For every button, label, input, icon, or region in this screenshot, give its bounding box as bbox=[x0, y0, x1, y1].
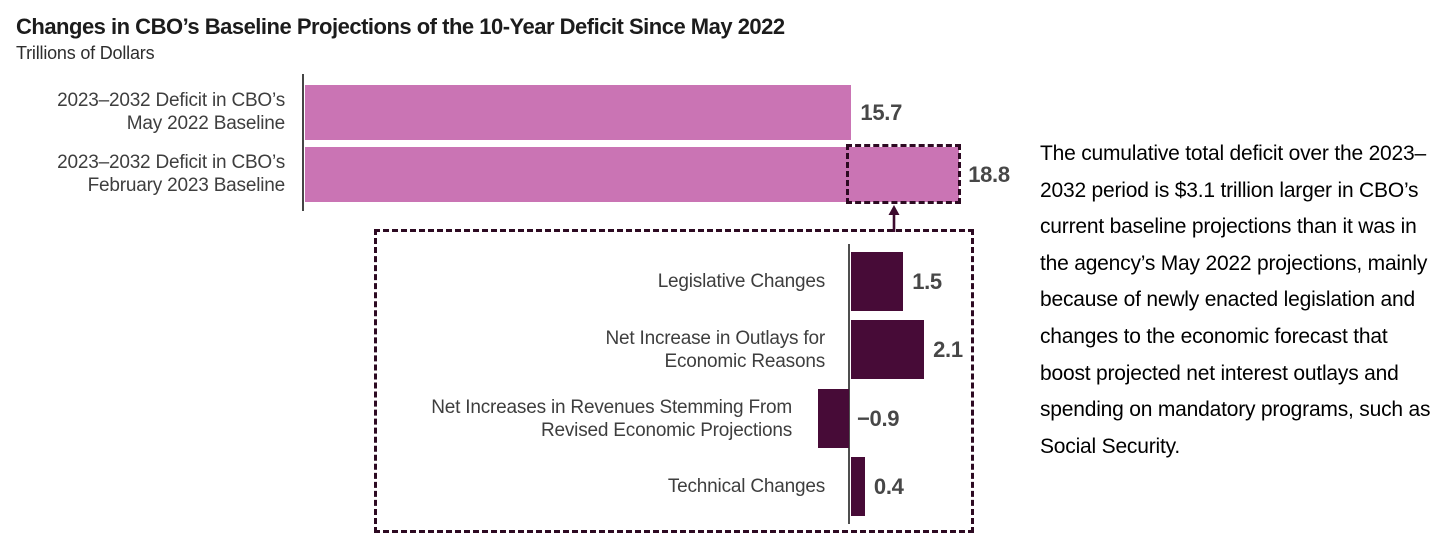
category-label-legislative-changes: Legislative Changes bbox=[395, 270, 826, 293]
value-label-may-2022: 15.7 bbox=[860, 99, 903, 125]
bar-feb-2023-baseline bbox=[305, 147, 960, 202]
arrow-up-icon bbox=[888, 205, 900, 232]
bar-outlays-economic bbox=[851, 320, 925, 379]
category-label-may-2022-baseline: 2023–2032 Deficit in CBO’s May 2022 Base… bbox=[0, 89, 285, 135]
category-label-feb-2023-baseline: 2023–2032 Deficit in CBO’s February 2023… bbox=[0, 151, 285, 197]
difference-highlight-box bbox=[846, 144, 962, 204]
value-label-legislative: 1.5 bbox=[912, 268, 942, 294]
value-label-technical: 0.4 bbox=[873, 473, 904, 499]
category-label-line: February 2023 Baseline bbox=[87, 175, 286, 196]
value-label-revenues: −0.9 bbox=[857, 405, 900, 431]
bar-legislative-changes bbox=[851, 252, 904, 311]
category-label-line: Technical Changes bbox=[667, 476, 825, 497]
category-label-line: 2023–2032 Deficit in CBO’s bbox=[57, 152, 285, 173]
bar-may-2022-baseline bbox=[305, 85, 852, 140]
category-label-technical-changes: Technical Changes bbox=[395, 475, 825, 498]
category-label-line: Legislative Changes bbox=[657, 271, 826, 292]
value-label-feb-2023: 18.8 bbox=[968, 161, 1010, 187]
chart-units-label: Trillions of Dollars bbox=[16, 43, 155, 63]
value-label-outlays: 2.1 bbox=[933, 336, 963, 362]
top-axis-line bbox=[302, 74, 304, 211]
category-label-line: Revised Economic Projections bbox=[540, 420, 792, 441]
category-label-line: May 2022 Baseline bbox=[126, 113, 285, 134]
bar-technical-changes bbox=[851, 457, 865, 516]
bar-revenues-revisions bbox=[817, 389, 849, 448]
category-label-outlays-economic: Net Increase in Outlays for Economic Rea… bbox=[395, 327, 825, 373]
breakdown-panel-box bbox=[374, 229, 974, 533]
category-label-line: Net Increases in Revenues Stemming From bbox=[431, 397, 792, 418]
category-label-revenues-revisions: Net Increases in Revenues Stemming From … bbox=[362, 396, 792, 442]
category-label-line: Net Increase in Outlays for bbox=[605, 328, 825, 349]
figure-caption-text: The cumulative total deficit over the 20… bbox=[1040, 142, 1431, 458]
category-label-line: Economic Reasons bbox=[664, 351, 826, 372]
chart-title: Changes in CBO’s Baseline Projections of… bbox=[16, 14, 785, 39]
breakdown-axis-line bbox=[848, 244, 850, 524]
category-label-line: 2023–2032 Deficit in CBO’s bbox=[57, 90, 285, 111]
